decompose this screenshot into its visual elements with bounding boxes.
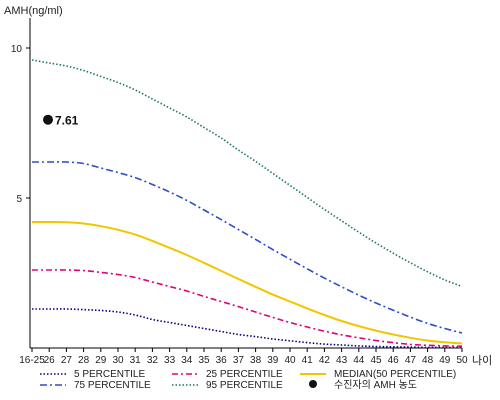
legend-label: 75 PERCENTILE (74, 380, 151, 391)
x-tick-label: 42 (319, 355, 331, 366)
patient-amh-marker: 7.61 (43, 114, 79, 128)
series-line-75-percentile (32, 161, 463, 334)
patient-amh-value-label: 7.61 (55, 114, 79, 128)
x-tick-label: 34 (181, 355, 193, 366)
y-ticks: 5 10 (11, 44, 30, 205)
x-tick-label: 37 (233, 355, 245, 366)
x-tick-label: 38 (250, 355, 262, 366)
x-tick-label: 46 (388, 355, 400, 366)
x-tick-label: 47 (405, 355, 417, 366)
legend-label: 25 PERCENTILE (206, 369, 283, 380)
x-tick-label: 39 (267, 355, 279, 366)
series-line-95-percentile (31, 59, 463, 288)
x-tick-label: 50 (456, 355, 468, 366)
x-tick-label: 29 (95, 355, 107, 366)
legend-swatch-patient-point (309, 380, 317, 388)
x-tick-label: 26 (44, 355, 56, 366)
x-axis-title: 나이 (472, 354, 492, 367)
x-tick-label: 43 (336, 355, 348, 366)
x-tick-label: 30 (112, 355, 124, 366)
x-tick-label: 36 (216, 355, 228, 366)
y-tick-label: 5 (16, 194, 22, 205)
x-tick-label: 41 (302, 355, 314, 366)
x-tick-label: 28 (78, 355, 90, 366)
legend-label: MEDIAN(50 PERCENTILE) (334, 369, 456, 380)
axes (29, 18, 462, 349)
x-tick-label: 31 (130, 355, 142, 366)
legend-label: 5 PERCENTILE (74, 369, 145, 380)
x-tick-label: 35 (198, 355, 210, 366)
x-tick-label: 32 (147, 355, 159, 366)
series-lines (31, 59, 463, 349)
legend: 5 PERCENTILE 25 PERCENTILE MEDIAN(50 PERCE… (40, 369, 456, 391)
series-line-median-50-percentile (31, 220, 463, 345)
x-tick-label: 40 (284, 355, 296, 366)
x-tick-label: 48 (422, 355, 434, 366)
series-line-25-percentile (32, 269, 463, 347)
y-axis-title: AMH(ng/ml) (4, 5, 63, 17)
x-tick-label: 27 (61, 355, 73, 366)
x-tick-label: 16-25 (19, 355, 45, 366)
legend-label: 수진자의 AMH 농도 (334, 379, 417, 391)
y-tick-label: 10 (11, 44, 23, 55)
x-tick-label: 33 (164, 355, 176, 366)
patient-amh-point (43, 114, 53, 125)
x-tick-label: 45 (370, 355, 382, 366)
x-tick-label: 44 (353, 355, 365, 366)
legend-label: 95 PERCENTILE (206, 380, 283, 391)
x-tick-label: 49 (439, 355, 451, 366)
series-line-5-percentile (32, 308, 462, 349)
